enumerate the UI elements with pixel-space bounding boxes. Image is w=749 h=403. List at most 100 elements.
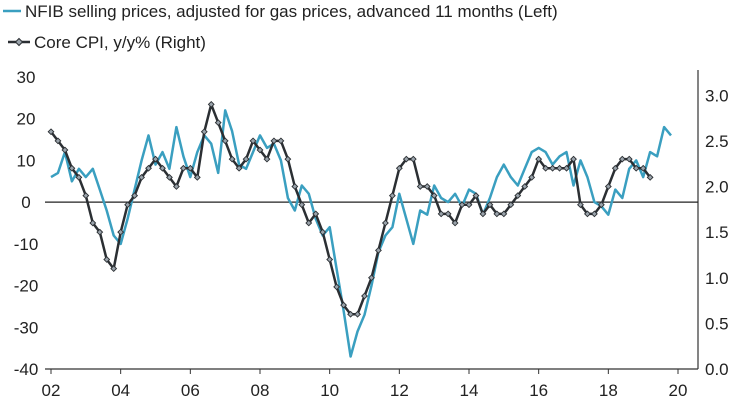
series-point-1 — [395, 164, 403, 172]
x-axis-tick-label: 04 — [111, 381, 130, 400]
x-axis-tick-label: 14 — [460, 381, 479, 400]
series-point-1 — [374, 246, 382, 254]
series-point-1 — [200, 128, 208, 136]
series-point-1 — [270, 137, 278, 145]
series-point-1 — [625, 155, 633, 163]
left-axis-tick-label: 30 — [17, 68, 36, 87]
series-point-1 — [583, 210, 591, 218]
x-axis-tick-label: 10 — [320, 381, 339, 400]
series-point-1 — [451, 219, 459, 227]
series-point-1 — [472, 192, 480, 200]
x-axis-tick-label: 20 — [669, 381, 688, 400]
series-point-1 — [618, 155, 626, 163]
series-point-1 — [235, 164, 243, 172]
series-point-1 — [556, 164, 564, 172]
series-point-1 — [507, 201, 515, 209]
series-point-1 — [68, 164, 76, 172]
series-point-1 — [61, 146, 69, 154]
series-point-1 — [542, 164, 550, 172]
series-point-1 — [172, 183, 180, 190]
series-point-1 — [500, 210, 508, 218]
series-point-1 — [54, 137, 62, 145]
legend-label-nfib-selling-prices: NFIB selling prices, adjusted for gas pr… — [25, 2, 558, 21]
series-point-1 — [179, 164, 187, 172]
series-point-1 — [423, 183, 431, 190]
series-point-1 — [242, 155, 250, 163]
x-axis-tick-label: 06 — [181, 381, 200, 400]
series-point-1 — [165, 173, 173, 181]
series-point-1 — [486, 201, 494, 209]
series-point-1 — [193, 173, 201, 181]
series-point-1 — [632, 164, 640, 172]
series-point-1 — [284, 155, 292, 163]
series-point-1 — [145, 164, 152, 172]
series-point-1 — [521, 183, 529, 190]
series-point-1 — [263, 155, 271, 163]
series-point-1 — [221, 137, 229, 145]
left-axis-tick-label: -10 — [14, 235, 39, 254]
series-point-1 — [319, 228, 327, 236]
right-axis-tick-label: 2.0 — [705, 178, 729, 197]
series-point-1 — [326, 256, 334, 263]
left-axis-tick-label: -20 — [14, 277, 39, 296]
series-point-1 — [528, 173, 536, 181]
series-point-1 — [611, 164, 619, 172]
right-axis-tick-label: 1.5 — [705, 223, 729, 242]
series-point-1 — [570, 155, 577, 163]
series-point-1 — [458, 201, 466, 209]
series-point-1 — [577, 201, 584, 209]
right-axis-tick-label: 0.5 — [705, 314, 729, 333]
x-axis-tick-label: 16 — [529, 381, 548, 400]
series-point-1 — [437, 210, 445, 218]
series-point-1 — [305, 219, 313, 227]
series-point-1 — [354, 310, 361, 318]
left-axis-tick-label: 20 — [17, 110, 36, 129]
series-point-1 — [89, 219, 97, 227]
legend-marker-core-cpi — [14, 37, 24, 47]
series-point-1 — [110, 265, 118, 273]
series-point-1 — [381, 219, 389, 227]
series-point-1 — [646, 173, 654, 181]
series-point-1 — [514, 192, 522, 200]
series-point-1 — [493, 210, 501, 218]
series-point-1 — [249, 137, 257, 145]
x-axis-tick-label: 02 — [42, 381, 61, 400]
series-point-1 — [563, 164, 570, 172]
legend-label-core-cpi: Core CPI, y/y% (Right) — [34, 33, 206, 52]
series-point-1 — [82, 192, 90, 200]
series-point-1 — [131, 192, 139, 200]
x-axis-tick-label: 08 — [251, 381, 270, 400]
series-point-1 — [103, 256, 111, 263]
series-point-1 — [214, 119, 222, 127]
series-point-1 — [152, 155, 159, 163]
series-point-1 — [347, 310, 355, 318]
series-point-1 — [138, 173, 146, 181]
series-point-1 — [388, 192, 396, 200]
legend: NFIB selling prices, adjusted for gas pr… — [3, 2, 558, 52]
left-axis: 30 20 10 0 -10 -20 -30 -40 — [14, 68, 39, 379]
x-axis-tick-label: 18 — [599, 381, 618, 400]
series-point-1 — [159, 164, 166, 172]
series-layer — [45, 100, 698, 358]
series-point-1 — [465, 201, 473, 209]
series-point-1 — [228, 155, 236, 163]
series-point-1 — [361, 292, 368, 300]
series-point-1 — [535, 155, 543, 163]
series-point-1 — [416, 183, 424, 190]
series-point-1 — [277, 137, 285, 145]
left-axis-tick-label: 10 — [17, 151, 36, 170]
x-axis-tick-label: 12 — [390, 381, 409, 400]
series-point-1 — [124, 201, 132, 209]
series-point-1 — [444, 210, 452, 218]
right-axis: 0.0 0.5 1.0 1.5 2.0 2.5 3.0 — [697, 70, 729, 379]
series-point-1 — [186, 164, 194, 172]
series-point-1 — [96, 228, 104, 236]
series-point-1 — [340, 301, 348, 309]
right-axis-tick-label: 0.0 — [705, 360, 729, 379]
series-point-1 — [47, 128, 55, 136]
series-point-1 — [590, 210, 598, 218]
series-point-1 — [549, 164, 557, 172]
series-point-1 — [207, 100, 215, 108]
series-point-1 — [597, 201, 605, 209]
series-point-1 — [298, 201, 306, 209]
